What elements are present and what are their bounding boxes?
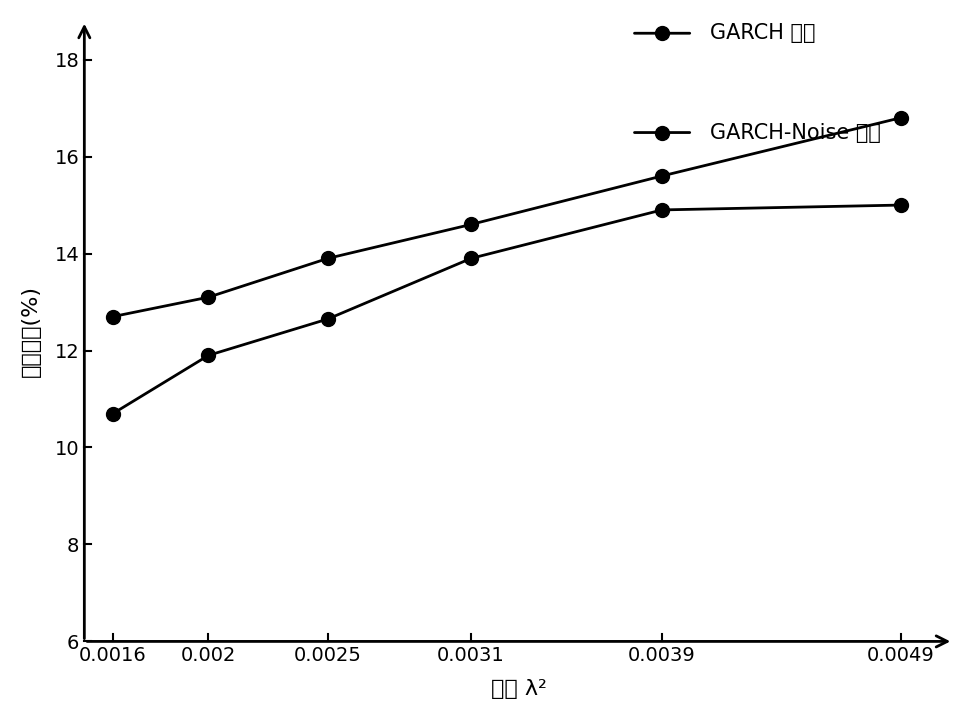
Y-axis label: 相对误差(%): 相对误差(%) — [20, 285, 41, 377]
Text: GARCH-Noise 模型: GARCH-Noise 模型 — [710, 122, 880, 143]
X-axis label: 方差 λ²: 方差 λ² — [491, 679, 546, 699]
Text: GARCH 模型: GARCH 模型 — [710, 23, 815, 43]
